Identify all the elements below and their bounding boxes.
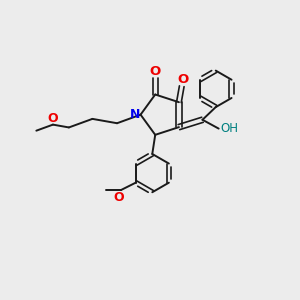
Text: O: O [113, 191, 124, 204]
Text: O: O [150, 65, 161, 78]
Text: OH: OH [220, 122, 238, 135]
Text: N: N [130, 108, 140, 121]
Text: O: O [48, 112, 58, 125]
Text: O: O [178, 73, 189, 86]
